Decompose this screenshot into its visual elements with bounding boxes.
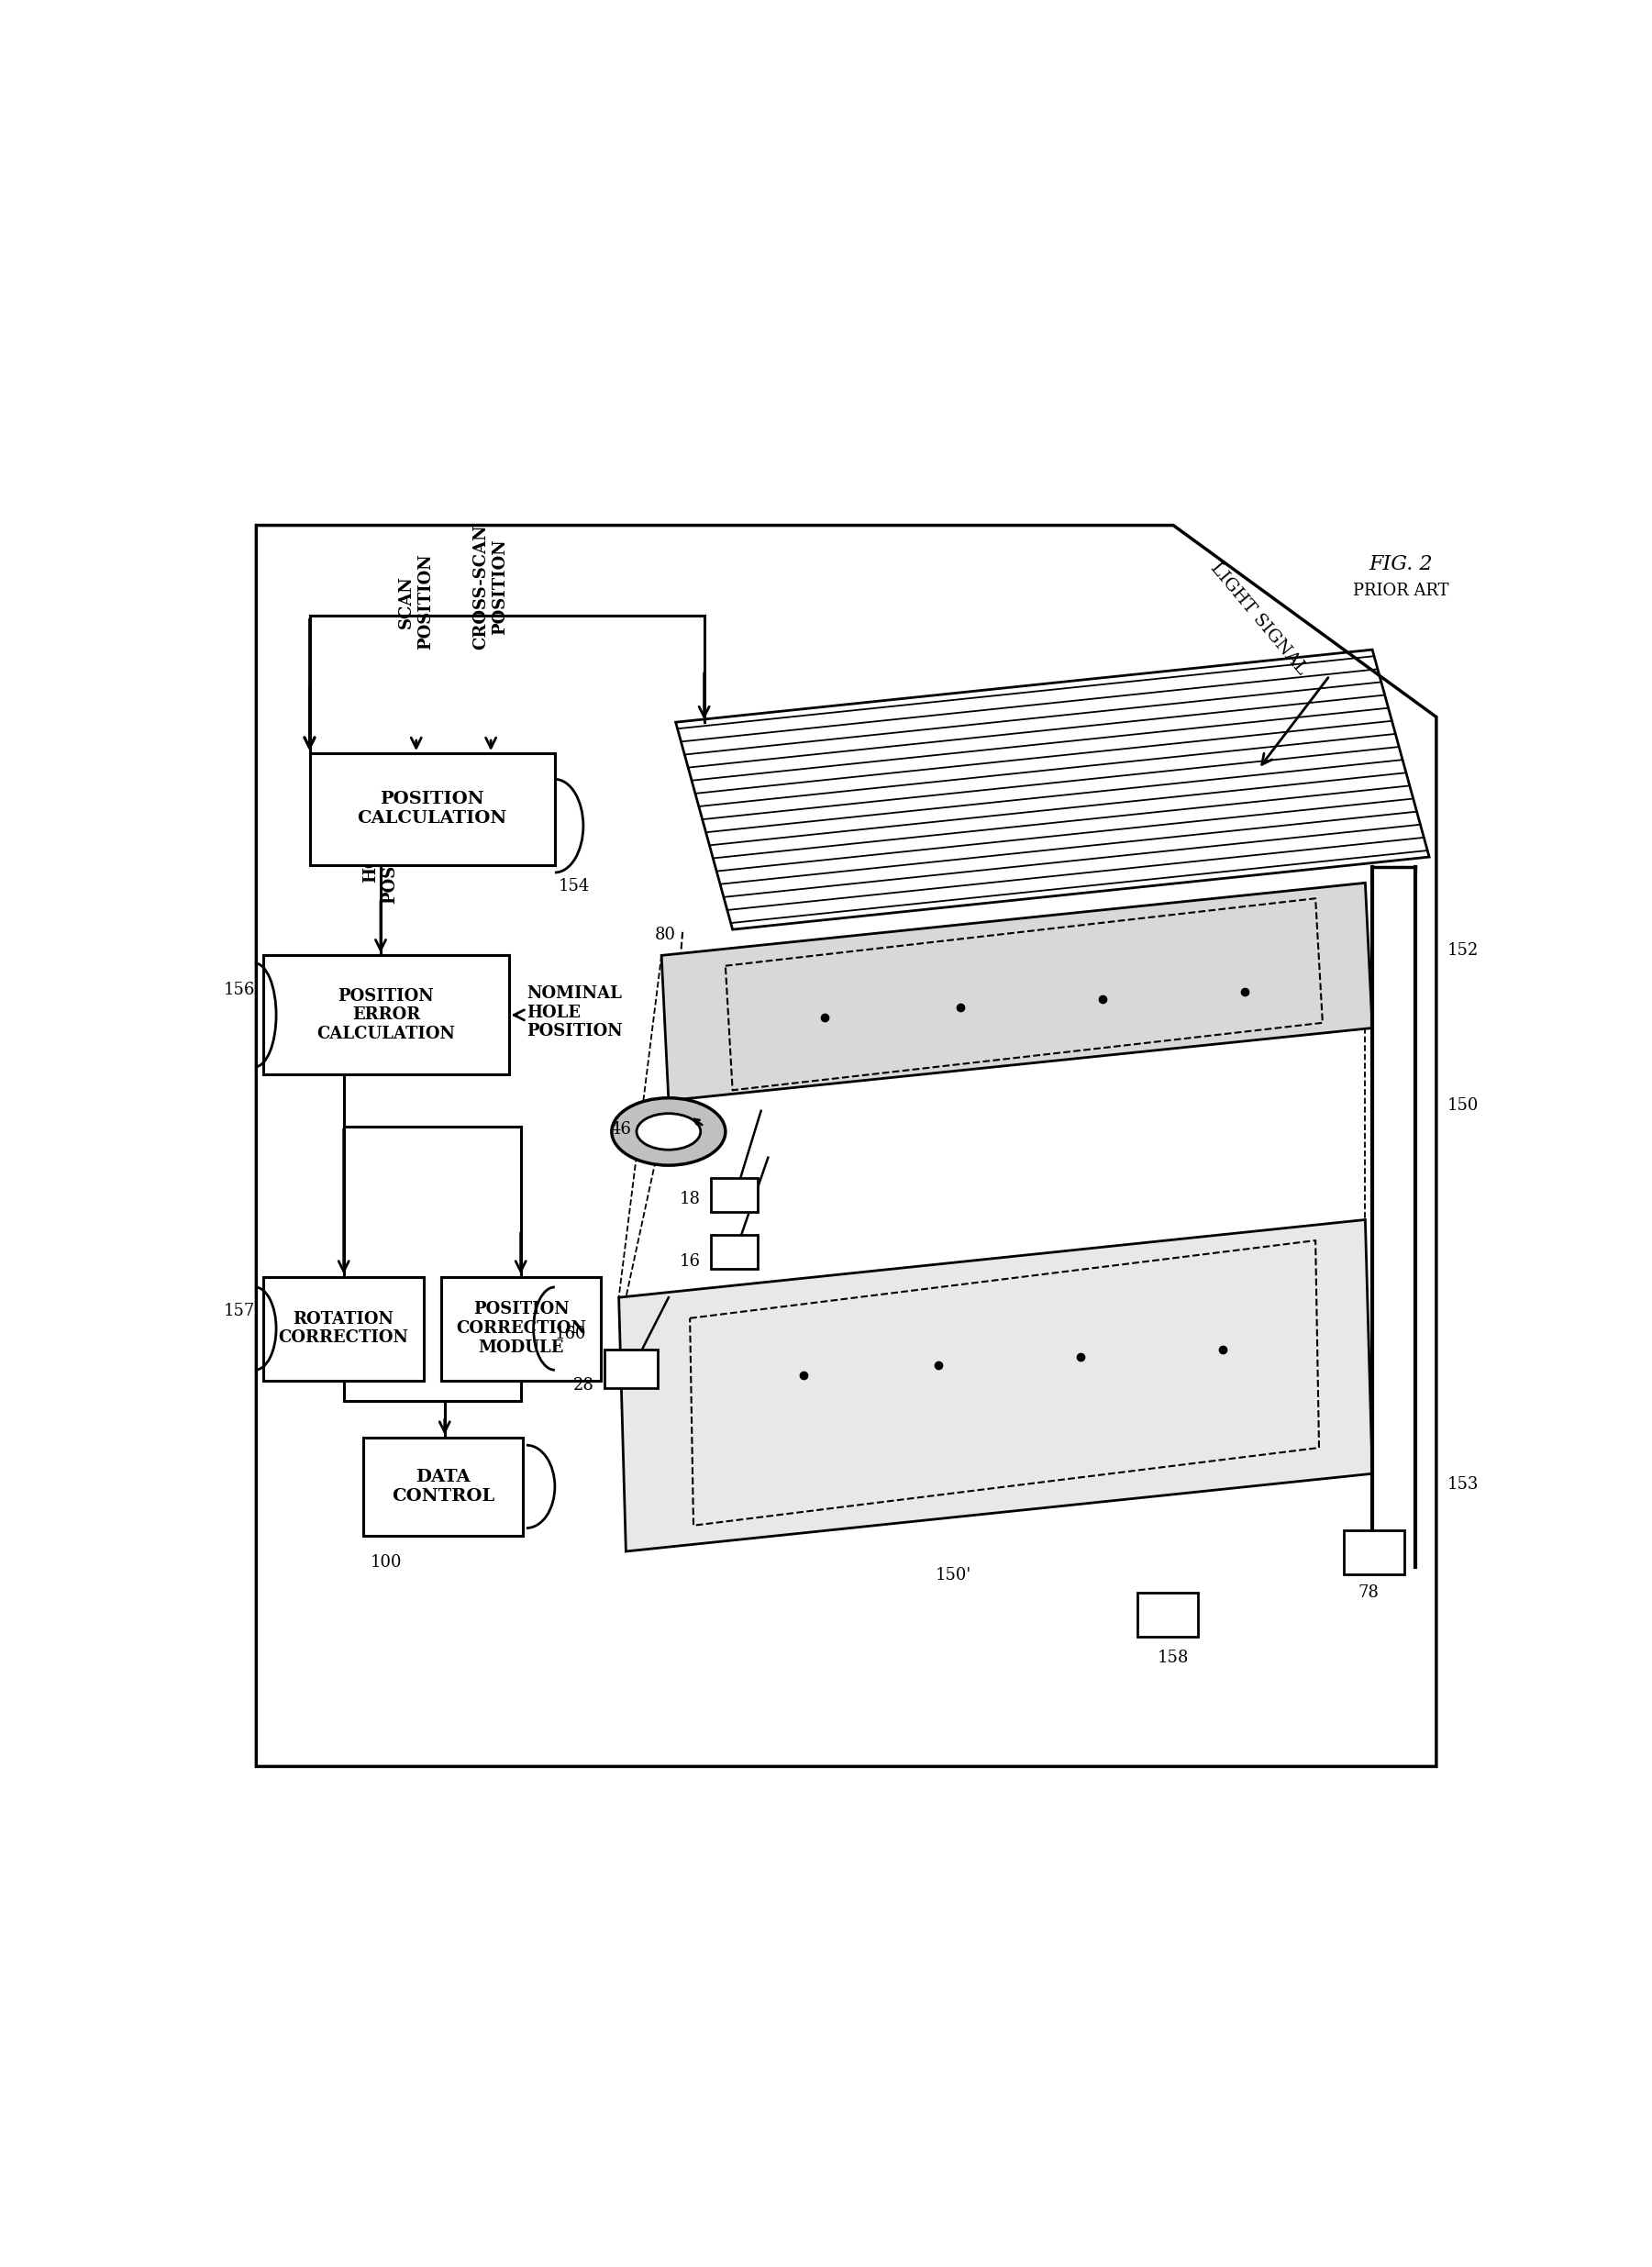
Bar (712, 1236, 757, 1270)
Text: 100: 100 (370, 1553, 401, 1571)
Text: FIG. 2: FIG. 2 (1370, 553, 1432, 574)
Text: 150': 150' (935, 1566, 971, 1582)
Text: NOMINAL
HOLE
POSITION: NOMINAL HOLE POSITION (527, 986, 623, 1041)
Bar (1345, 1530, 1404, 1576)
Polygon shape (256, 526, 1436, 1766)
Text: 150: 150 (1447, 1097, 1479, 1113)
Bar (1138, 1594, 1198, 1637)
Bar (263, 1276, 423, 1381)
Text: 46: 46 (611, 1120, 631, 1138)
Text: CROSS-SCAN
POSITION: CROSS-SCAN POSITION (472, 524, 509, 651)
Bar (263, 954, 509, 1075)
Ellipse shape (636, 1113, 700, 1149)
Polygon shape (661, 882, 1373, 1099)
Text: POSITION
CALCULATION: POSITION CALCULATION (357, 791, 507, 827)
Text: POSITION
CORRECTION
MODULE: POSITION CORRECTION MODULE (456, 1301, 586, 1356)
Text: POSITION
ERROR
CALCULATION: POSITION ERROR CALCULATION (317, 988, 456, 1043)
Text: 158: 158 (1158, 1650, 1189, 1666)
Text: PRIOR ART: PRIOR ART (1353, 583, 1449, 598)
Bar (363, 1437, 522, 1535)
Text: 156: 156 (223, 982, 254, 997)
Text: ROTATION
CORRECTION: ROTATION CORRECTION (278, 1310, 408, 1347)
Text: 154: 154 (558, 877, 590, 893)
Text: 153: 153 (1447, 1476, 1479, 1492)
Ellipse shape (611, 1097, 725, 1165)
Text: 157: 157 (223, 1304, 254, 1319)
Text: HOLE
POSITION: HOLE POSITION (363, 807, 398, 905)
Text: SCAN
POSITION: SCAN POSITION (398, 553, 434, 651)
Text: 80: 80 (654, 927, 676, 943)
Bar (441, 1276, 601, 1381)
Text: LIGHT SIGNAL: LIGHT SIGNAL (1208, 560, 1310, 678)
Bar (712, 1179, 757, 1213)
Text: 160: 160 (555, 1326, 586, 1342)
Text: 18: 18 (679, 1190, 700, 1208)
Bar (605, 1349, 657, 1387)
Polygon shape (620, 1220, 1373, 1551)
Text: 16: 16 (679, 1254, 700, 1270)
Bar (309, 753, 555, 864)
Text: 78: 78 (1358, 1585, 1379, 1601)
Text: DATA
CONTROL: DATA CONTROL (392, 1469, 494, 1505)
Text: 28: 28 (573, 1378, 595, 1394)
Text: 152: 152 (1447, 943, 1479, 959)
